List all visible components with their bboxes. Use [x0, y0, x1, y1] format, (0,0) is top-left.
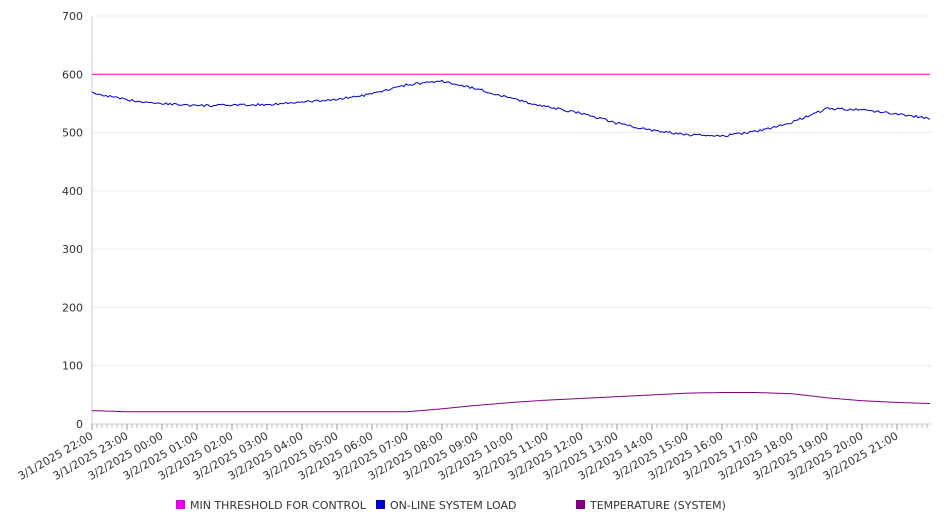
series-line-2 [91, 79, 931, 138]
y-tick-label: 300 [62, 243, 83, 256]
legend-label: ON-LINE SYSTEM LOAD [390, 499, 516, 512]
y-tick-label: 100 [62, 360, 83, 373]
legend-label: TEMPERATURE (SYSTEM) [589, 499, 726, 512]
series-lines [91, 73, 931, 413]
y-tick-label: 0 [76, 418, 83, 431]
y-tick-label: 700 [62, 10, 83, 23]
y-axis: 0 100 200 300 400 500 600 700 [62, 10, 93, 431]
legend-swatch [176, 500, 185, 509]
legend-swatch [576, 500, 585, 509]
series-line-3 [91, 392, 930, 413]
grid-lines [92, 15, 931, 425]
y-tick-label: 200 [62, 301, 83, 314]
y-tick-label: 600 [62, 68, 83, 81]
y-tick-label: 400 [62, 185, 83, 198]
y-tick-label: 500 [62, 127, 83, 140]
legend-swatch [376, 500, 385, 509]
legend: MIN THRESHOLD FOR CONTROL ON-LINE SYSTEM … [176, 499, 726, 512]
legend-label: MIN THRESHOLD FOR CONTROL [190, 499, 367, 512]
x-axis: 3/1/2025 22:003/1/2025 23:003/2/2025 00:… [16, 423, 931, 483]
